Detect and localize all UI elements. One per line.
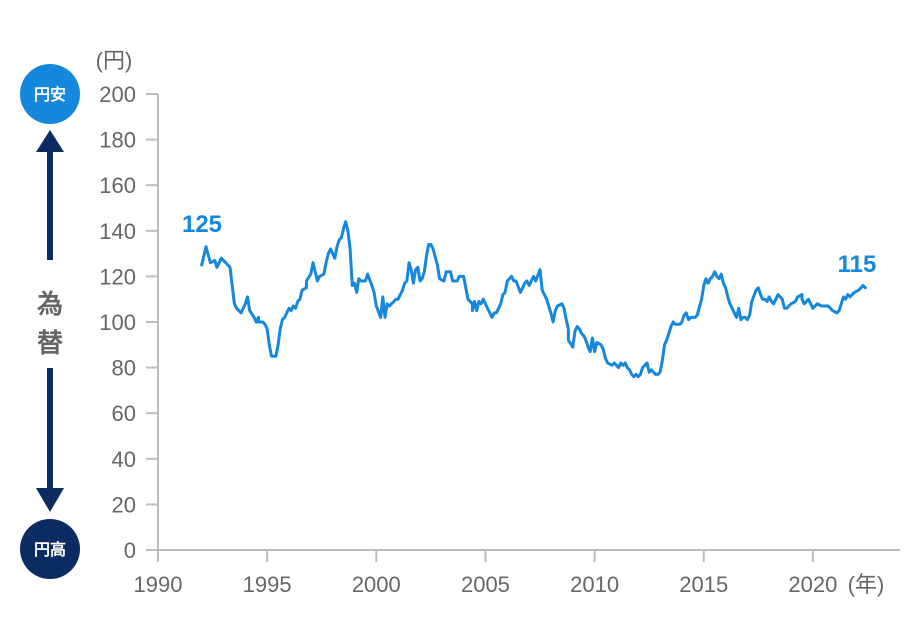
y-tick-label: 200 <box>99 82 136 107</box>
y-tick-label: 80 <box>112 356 136 381</box>
exchange-label-1: 為 <box>37 290 63 320</box>
x-tick-label: 2020 <box>788 572 837 597</box>
start-value-label: 125 <box>182 211 222 238</box>
x-tick-label: 2005 <box>461 572 510 597</box>
exchange-label-2: 替 <box>37 329 63 359</box>
x-tick-label: 1990 <box>134 572 183 597</box>
y-tick-label: 40 <box>112 447 136 472</box>
x-tick-label: 2010 <box>570 572 619 597</box>
y-tick-label: 20 <box>112 492 136 517</box>
yen-strong-label: 円高 <box>34 540 66 559</box>
x-tick-label: 2000 <box>352 572 401 597</box>
y-axis: 0 20 40 60 80 100 120 140 160 180 200 <box>99 82 159 563</box>
usd-jpy-line <box>200 220 867 379</box>
y-tick-label: 140 <box>99 219 136 244</box>
yen-strong-badge: 円高 <box>20 519 80 579</box>
x-axis-unit: (年) <box>848 572 885 597</box>
x-axis: 1990 1995 2000 2005 2010 2015 2020 <box>134 549 900 597</box>
yen-weak-badge: 円安 <box>20 64 80 124</box>
y-tick-label: 180 <box>99 128 136 153</box>
y-tick-label: 0 <box>124 538 136 563</box>
y-tick-label: 60 <box>112 401 136 426</box>
y-tick-label: 120 <box>99 264 136 289</box>
y-axis-unit: (円) <box>96 48 133 73</box>
x-tick-label: 2015 <box>679 572 728 597</box>
arrow-up-icon <box>36 130 64 260</box>
yen-weak-label: 円安 <box>34 85 66 104</box>
arrow-down-icon <box>36 368 64 512</box>
x-tick-label: 1995 <box>243 572 292 597</box>
y-tick-label: 160 <box>99 173 136 198</box>
end-value-label: 115 <box>838 251 877 278</box>
y-tick-label: 100 <box>99 310 136 335</box>
